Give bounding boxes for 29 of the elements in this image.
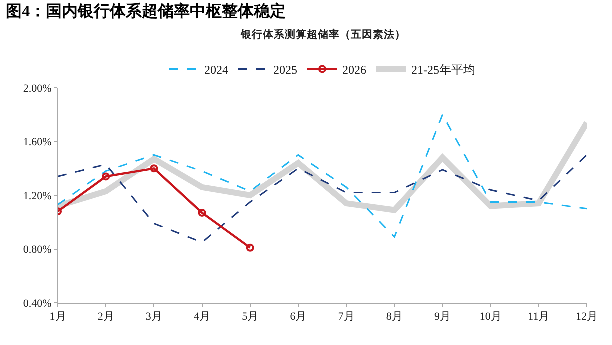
x-tick-label: 4月 xyxy=(194,311,211,324)
line-series xyxy=(58,154,587,244)
x-tick-label: 12月 xyxy=(576,311,598,324)
y-tick-label: 2.00% xyxy=(23,82,52,95)
y-tick-label: 0.80% xyxy=(23,244,52,256)
legend-label: 2024 xyxy=(204,62,228,77)
x-tick-label: 1月 xyxy=(50,311,66,324)
x-tick-label: 8月 xyxy=(386,311,403,324)
line-series xyxy=(58,114,587,238)
point xyxy=(246,244,254,252)
point xyxy=(102,172,110,181)
x-tick-label: 10月 xyxy=(480,311,502,324)
chart-title: 图4：国内银行体系超储率中枢整体稳定 xyxy=(6,1,286,20)
y-tick-label: 0.40% xyxy=(23,298,52,310)
x-tick-label: 6月 xyxy=(290,311,307,324)
x-tick-label: 2月 xyxy=(98,311,114,324)
x-tick-label: 9月 xyxy=(434,311,451,324)
x-tick-label: 7月 xyxy=(338,311,355,324)
legend-label: 2025 xyxy=(274,62,298,77)
legend-label: 2026 xyxy=(342,62,366,77)
x-tick-label: 3月 xyxy=(146,311,162,324)
chart-subtitle: 银行体系测算超储率（五因素法） xyxy=(240,28,406,41)
x-tick-label: 11月 xyxy=(528,311,550,324)
point xyxy=(198,208,206,217)
y-tick-label: 1.60% xyxy=(23,136,52,149)
x-tick-label: 5月 xyxy=(242,311,259,324)
y-tick-label: 1.20% xyxy=(23,190,52,202)
legend-label: 21-25年平均 xyxy=(412,62,476,77)
point xyxy=(150,164,158,173)
